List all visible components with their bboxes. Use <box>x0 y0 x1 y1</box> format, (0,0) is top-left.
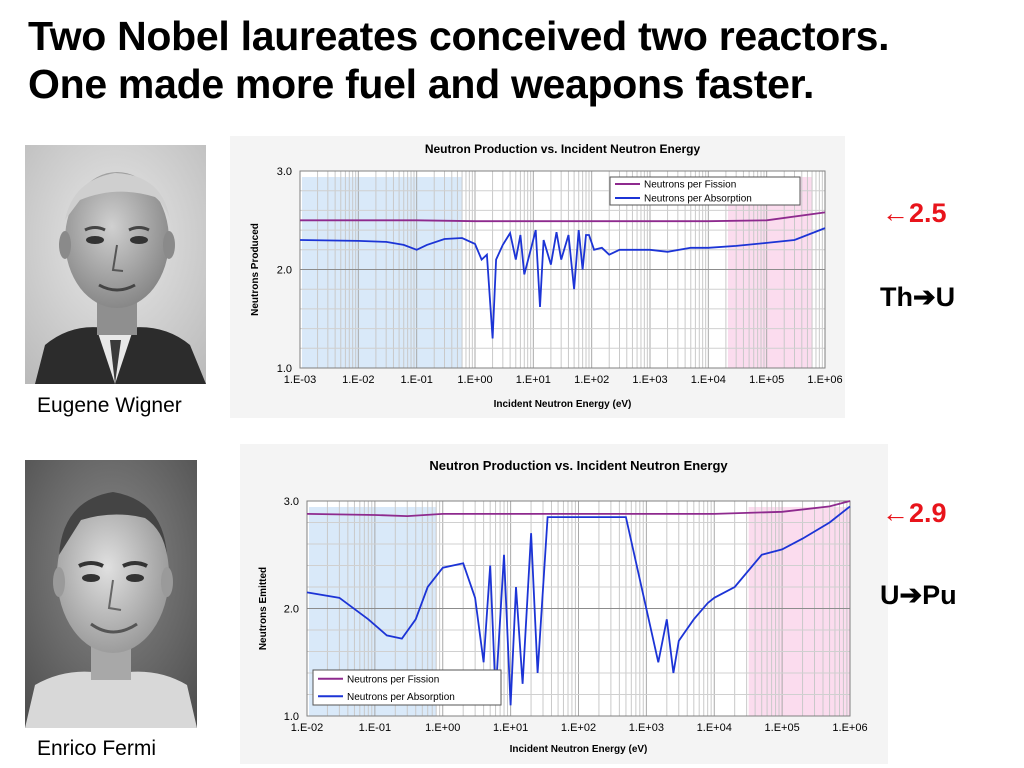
series-line-fission <box>306 500 851 518</box>
right-arrow-icon: ➔ <box>913 282 936 312</box>
plot-border <box>299 170 826 369</box>
legend-entry: Neutrons per Fission <box>347 674 439 685</box>
chart-wigner-reactor: 1.E-03 1.E-02 1.E-01 1.E+00 1.E+01 1.E+02 1.E+… <box>230 136 845 418</box>
y-axis-label: Neutrons Emitted <box>258 567 269 650</box>
x-tick-label: 1.E+01 <box>516 374 551 386</box>
caption-fermi: Enrico Fermi <box>37 737 157 760</box>
x-tick-label: 1.E+06 <box>832 722 867 734</box>
series-line-absorption <box>306 505 851 706</box>
left-arrow-icon: ← <box>882 198 909 228</box>
shaded-region-1 <box>748 507 850 716</box>
annotation-value: 2.9 <box>909 498 947 528</box>
x-tick-label: 1.E+03 <box>629 722 664 734</box>
x-tick-label: 1.E-01 <box>359 722 391 734</box>
legend-box <box>312 669 502 706</box>
y-tick-label: 2.0 <box>277 265 292 277</box>
y-tick-label: 3.0 <box>284 496 299 508</box>
chart-title: Neutron Production vs. Incident Neutron … <box>425 142 701 156</box>
y-tick-label: 1.0 <box>284 711 299 723</box>
x-tick-label: 1.E-02 <box>291 722 323 734</box>
x-axis-label: Incident Neutron Energy (eV) <box>494 399 632 410</box>
series-line-absorption <box>299 227 826 339</box>
chart-title: Neutron Production vs. Incident Neutron … <box>429 458 728 473</box>
reaction-th-u: Th➔U <box>880 282 955 313</box>
y-tick-label: 3.0 <box>277 166 292 178</box>
x-tick-label: 1.E-03 <box>284 374 316 386</box>
reaction-from: U <box>880 580 900 610</box>
legend-entry: Neutrons per Fission <box>644 180 736 191</box>
annotation-2-9: ←2.9 <box>882 498 947 529</box>
reaction-to: Pu <box>922 580 957 610</box>
chart-fermi-reactor: 1.E-02 1.E-01 1.E+00 1.E+01 1.E+02 1.E+03 1.E+… <box>240 444 888 764</box>
x-tick-label: 1.E+04 <box>691 374 726 386</box>
legend-entry: Neutrons per Absorption <box>347 692 455 703</box>
x-tick-label: 1.E+01 <box>493 722 528 734</box>
plot-border <box>306 500 851 717</box>
chart-legend: Neutrons per Fission Neutrons per Absorpt… <box>609 176 801 206</box>
slide-title: Two Nobel laureates conceived two reacto… <box>28 12 1018 108</box>
left-arrow-icon: ← <box>882 498 909 528</box>
reaction-to: U <box>935 282 956 312</box>
annotation-value: 2.5 <box>909 198 947 228</box>
x-tick-label: 1.E+05 <box>749 374 784 386</box>
x-axis-label: Incident Neutron Energy (eV) <box>510 744 648 755</box>
x-tick-label: 1.E-02 <box>342 374 374 386</box>
series-line-fission <box>300 211 826 223</box>
shaded-region-1 <box>727 177 813 368</box>
legend-entry: Neutrons per Absorption <box>644 194 752 205</box>
x-tick-label: 1.E+02 <box>561 722 596 734</box>
x-tick-label: 1.E+06 <box>807 374 842 386</box>
x-tick-label: 1.E+02 <box>574 374 609 386</box>
x-tick-label: 1.E+00 <box>425 722 460 734</box>
y-axis-label: Neutrons Produced <box>250 223 261 316</box>
x-tick-label: 1.E+05 <box>765 722 800 734</box>
title-line-2: One made more fuel and weapons faster. <box>28 61 815 107</box>
reaction-from: Th <box>880 282 913 312</box>
chart-legend: Neutrons per Fission Neutrons per Absorpt… <box>312 669 502 706</box>
x-tick-label: 1.E+00 <box>457 374 492 386</box>
caption-wigner: Eugene Wigner <box>37 394 182 417</box>
right-arrow-icon: ➔ <box>899 580 923 610</box>
x-tick-label: 1.E-01 <box>400 374 432 386</box>
x-tick-label: 1.E+04 <box>697 722 732 734</box>
reaction-u-pu: U➔Pu <box>880 580 957 611</box>
legend-box <box>609 176 801 206</box>
y-tick-label: 1.0 <box>277 363 292 375</box>
shaded-region-0 <box>302 177 463 368</box>
portrait-wigner <box>25 145 206 384</box>
annotation-2-5: ←2.5 <box>882 198 947 229</box>
portrait-fermi <box>25 460 197 728</box>
title-line-1: Two Nobel laureates conceived two reacto… <box>28 13 890 59</box>
x-tick-label: 1.E+03 <box>632 374 667 386</box>
y-tick-label: 2.0 <box>284 604 299 616</box>
